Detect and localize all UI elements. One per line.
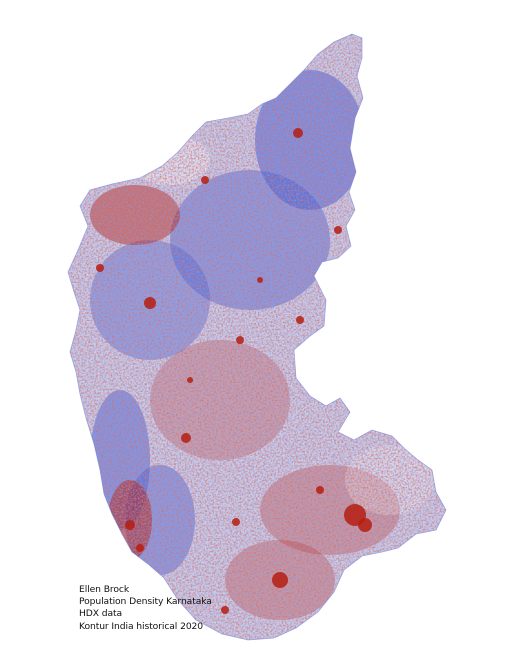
city-hotspot bbox=[201, 176, 209, 184]
city-hotspot bbox=[296, 316, 304, 324]
city-hotspot bbox=[293, 128, 303, 138]
city-hotspot bbox=[272, 572, 288, 588]
city-hotspot bbox=[125, 520, 135, 530]
city-hotspot bbox=[136, 544, 144, 552]
city-hotspot bbox=[236, 336, 244, 344]
credit-author: Ellen Brock bbox=[79, 584, 130, 595]
city-hotspot bbox=[144, 297, 156, 309]
city-hotspot bbox=[316, 486, 324, 494]
city-hotspot bbox=[334, 226, 342, 234]
city-hotspot bbox=[96, 264, 104, 272]
credit-title: Population Density Karnataka bbox=[79, 596, 212, 608]
credit-dataset: Kontur India historical 2020 bbox=[79, 620, 204, 632]
city-hotspot bbox=[221, 606, 229, 614]
city-hotspot bbox=[257, 277, 263, 283]
credit-source: HDX data bbox=[79, 608, 123, 620]
map-credits: Ellen Brock Population Density Karnataka… bbox=[79, 584, 212, 633]
city-hotspot bbox=[187, 377, 193, 383]
city-hotspot bbox=[358, 518, 372, 532]
urban-hotspots bbox=[96, 128, 372, 614]
city-hotspot bbox=[181, 433, 191, 443]
city-hotspot bbox=[232, 518, 240, 526]
